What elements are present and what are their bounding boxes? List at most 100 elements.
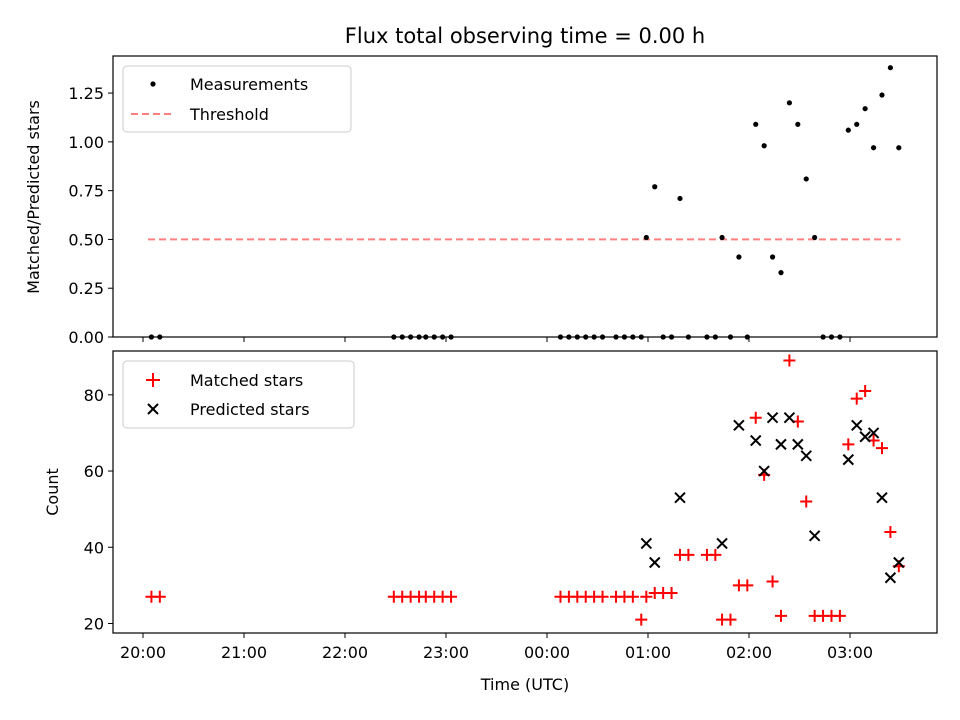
measurement-point [712,334,718,340]
matched-star-point [153,590,166,603]
measurement-point [879,92,885,98]
measurement-point [621,334,628,340]
x-tick-label: 01:00 [625,643,671,662]
predicted-star-point [842,453,855,466]
measurement-point [761,143,767,149]
y-tick-label: 40 [84,538,104,557]
matched-star-point [626,590,639,603]
measurement-point [652,184,658,190]
predicted-star-point [649,556,661,569]
measurement-point [704,334,710,340]
y-tick-label: 1.25 [68,84,104,103]
measurement-point [399,334,405,340]
measurement-point [677,195,683,202]
measurement-point [803,176,809,182]
matched-star-point [665,586,678,599]
x-tick-label: 03:00 [827,643,873,662]
measurement-point [416,334,422,340]
legend-measurements-marker [150,81,156,87]
matched-star-point [884,526,897,539]
matched-star-point [682,548,695,561]
measurement-point [862,106,868,112]
ratio-legend: Measurements Threshold [122,65,352,133]
matched-star-point [800,495,813,508]
measurement-point [845,127,851,133]
predicted-star-point [792,438,804,451]
matched-star-point [833,609,846,622]
predicted-star-point [867,427,880,439]
measurement-point [630,334,636,340]
predicted-star-point [783,411,796,424]
measurement-point [643,234,649,241]
x-tick-label: 22:00 [322,643,368,662]
measurement-point [591,334,597,340]
measurement-point [828,334,835,340]
predicted-star-point [674,492,686,504]
predicted-star-point [775,438,787,451]
y-tick-label: 80 [84,386,104,405]
measurement-point [408,334,414,340]
measurement-point [896,145,902,151]
y-tick-label: 0.25 [68,279,104,298]
count-panel: 20 40 60 80 20:00 21:00 22:00 23:00 00:00 01:00 0… [43,350,938,694]
measurement-point [887,65,894,71]
measurement-point [583,334,589,340]
predicted-star-point [808,530,821,542]
matched-star-point [709,548,722,561]
measurement-point [448,334,454,340]
measurement-point [566,334,572,340]
ratio-plot-frame [112,55,938,338]
predicted-star-point [750,434,762,447]
measurement-point [148,334,155,340]
measurement-point [727,334,734,340]
count-y-axis-label: Count [43,468,62,516]
count-legend: Matched stars Predicted stars [122,360,355,429]
chart-title: Flux total observing time = 0.00 h [345,24,705,48]
matched-star-point [445,590,458,603]
predicted-star-point [859,431,871,443]
predicted-star-point [733,419,745,432]
ratio-legend-box [122,65,352,133]
matched-star-point [596,590,609,603]
measurement-point [786,100,793,106]
legend-matched-label: Matched stars [190,371,303,390]
measurement-point [719,234,725,241]
measurement-point [820,334,826,340]
y-tick-label: 60 [84,462,104,481]
legend-predicted-marker [147,403,159,415]
x-tick-label: 20:00 [120,643,166,662]
matched-star-point [859,385,872,398]
x-tick-label: 21:00 [221,643,267,662]
matched-star-point [640,590,653,603]
y-tick-label: 1.00 [68,133,104,152]
matched-star-point [774,609,787,622]
legend-measurements-label: Measurements [190,75,308,94]
predicted-star-point [884,572,897,584]
measurement-point [638,334,644,340]
y-tick-label: 20 [84,614,104,633]
legend-matched-marker [146,373,160,387]
matched-star-point [635,613,648,626]
legend-predicted-label: Predicted stars [190,400,310,419]
predicted-star-point [851,419,863,432]
measurement-point [778,270,784,276]
measurement-point [668,334,675,340]
predicted-star-point [758,465,770,477]
matched-star-point [749,411,762,424]
measurement-point [795,121,801,127]
x-tick-label: 02:00 [726,643,772,662]
count-plot-frame [112,350,938,634]
measurement-point [613,334,619,340]
ratio-panel: 0.00 0.25 0.50 0.75 1.00 1.25 Matched/Predict… [24,55,938,347]
predicted-star-point [876,492,888,504]
y-tick-label: 0.00 [68,328,104,347]
predicted-star-point [893,556,905,569]
matched-star-point [842,438,855,451]
matched-star-point [741,579,754,592]
measurement-point [736,254,742,260]
measurement-point [769,254,776,260]
measurement-point [837,334,843,340]
x-tick-label: 23:00 [423,643,469,662]
predicted-star-point [800,450,812,462]
